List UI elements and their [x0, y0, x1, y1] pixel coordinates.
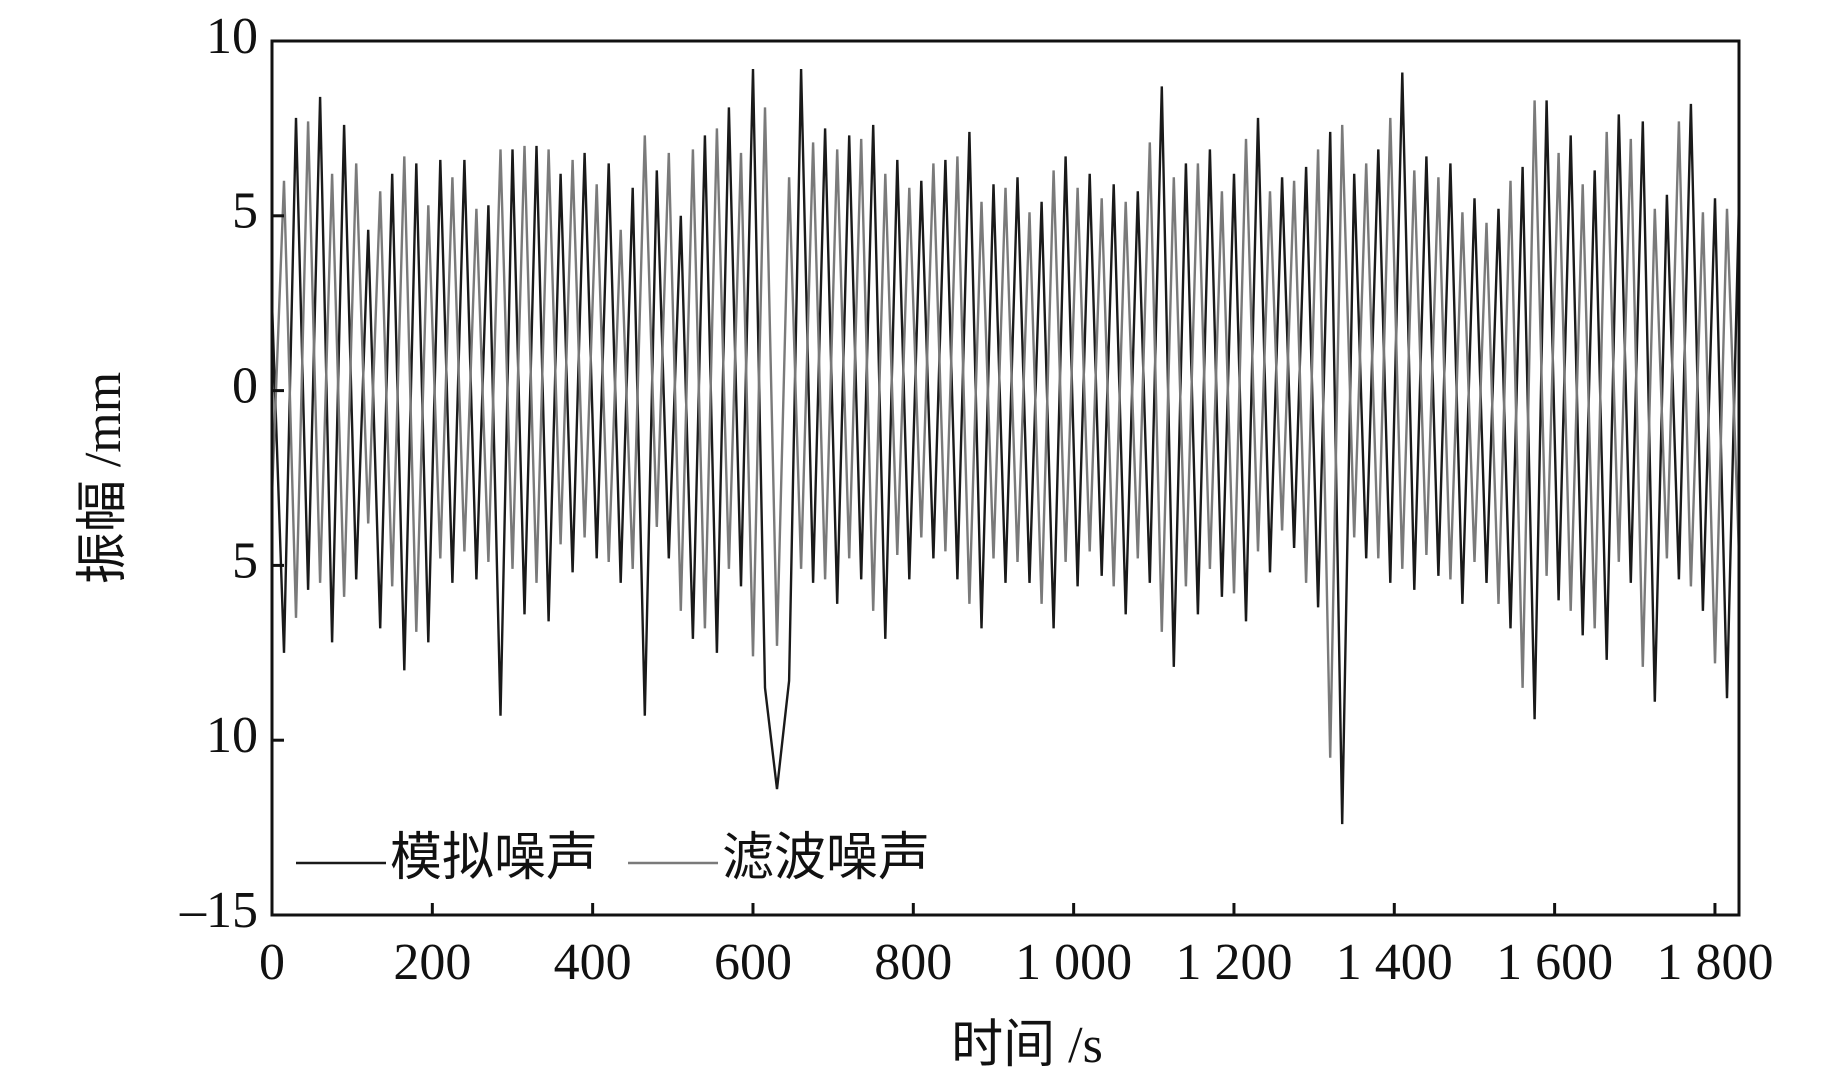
x-tick-label: 800	[874, 934, 952, 991]
x-tick-label: 0	[259, 934, 285, 991]
plot-frame	[270, 39, 1741, 917]
x-tick-label: 1 400	[1336, 934, 1453, 991]
x-tick-label: 1 000	[1015, 934, 1132, 991]
x-tick-label: 200	[393, 934, 471, 991]
data-line	[272, 68, 1739, 825]
x-tick-label: 1 800	[1656, 934, 1773, 991]
y-tick-label: 10	[206, 8, 258, 65]
y-tick-label: 5	[232, 532, 258, 589]
legend-label: 滤波噪声	[722, 830, 930, 887]
x-tick-label: 400	[554, 934, 632, 991]
x-tick-label: 1 200	[1175, 934, 1292, 991]
legend-label: 模拟噪声	[390, 830, 598, 887]
y-axis-title: 振幅 /mm	[75, 372, 132, 584]
y-tick-label: –15	[179, 882, 258, 939]
y-tick-label: 10	[206, 707, 258, 764]
data-line	[272, 100, 1739, 758]
x-tick-label: 1 600	[1496, 934, 1613, 991]
y-tick-label: 5	[232, 183, 258, 240]
y-tick-label: 0	[232, 358, 258, 415]
x-tick-label: 600	[714, 934, 792, 991]
x-axis-title: 时间 /s	[951, 1017, 1103, 1074]
